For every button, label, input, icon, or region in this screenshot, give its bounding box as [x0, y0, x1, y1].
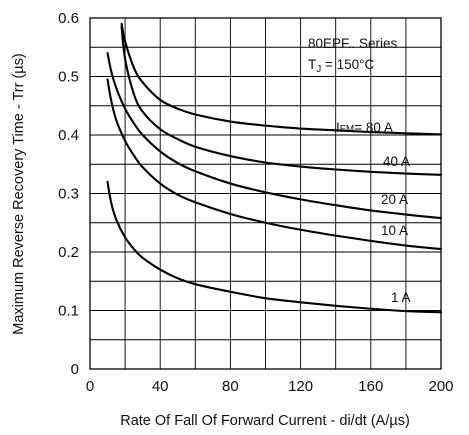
curves: IFM= 80 A 40 A 20 A 10 A 1 A: [106, 22, 443, 314]
series-label-10a: 10 A: [381, 223, 408, 238]
series-label-1a: 1 A: [391, 290, 411, 305]
x-tick-label: 160: [358, 378, 383, 395]
series-line-20a: [106, 52, 443, 220]
y-tick-label: 0.2: [58, 244, 79, 261]
y-tick-label: 0: [71, 361, 79, 378]
x-tick-label: 120: [288, 378, 313, 395]
x-tick-label: 40: [152, 378, 169, 395]
series-line-40a: [120, 25, 443, 176]
plot-frame: [89, 17, 442, 370]
x-tick-label: 0: [86, 378, 94, 395]
series-label-40a: 40 A: [383, 154, 410, 169]
series-annotation: 80EPF.. Series: [308, 36, 398, 51]
y-tick-label: 0.3: [58, 186, 79, 203]
series-line-ifm-80a: [120, 22, 443, 136]
y-tick-label: 0.4: [58, 127, 79, 144]
tj-value: = 150°C: [321, 57, 374, 72]
y-tick-label: 0.5: [58, 69, 79, 86]
y-axis-label: Maximum Reverse Recovery Time - Trr (µs): [11, 53, 27, 334]
x-axis-label: Rate Of Fall Of Forward Current - di/dt …: [120, 413, 410, 429]
x-tick-label: 200: [428, 378, 453, 395]
y-tick-label: 0.1: [58, 303, 79, 320]
series-line-1a: [106, 180, 443, 314]
y-tick-label: 0.6: [58, 10, 79, 27]
tj-subscript: J: [316, 64, 321, 75]
series-label-20a: 20 A: [381, 192, 408, 207]
series-line-10a: [106, 78, 443, 251]
junction-temp-annotation: TJ = 150°C: [308, 57, 375, 75]
series-label-ifm-80a: IFM= 80 A: [336, 120, 393, 135]
tj-prefix: T: [308, 57, 316, 72]
x-tick-label: 80: [222, 378, 239, 395]
tick-labels: 0 40 80 120 160 200 0 0.1 0.2 0.3 0.4 0.5 0.6: [58, 10, 453, 395]
